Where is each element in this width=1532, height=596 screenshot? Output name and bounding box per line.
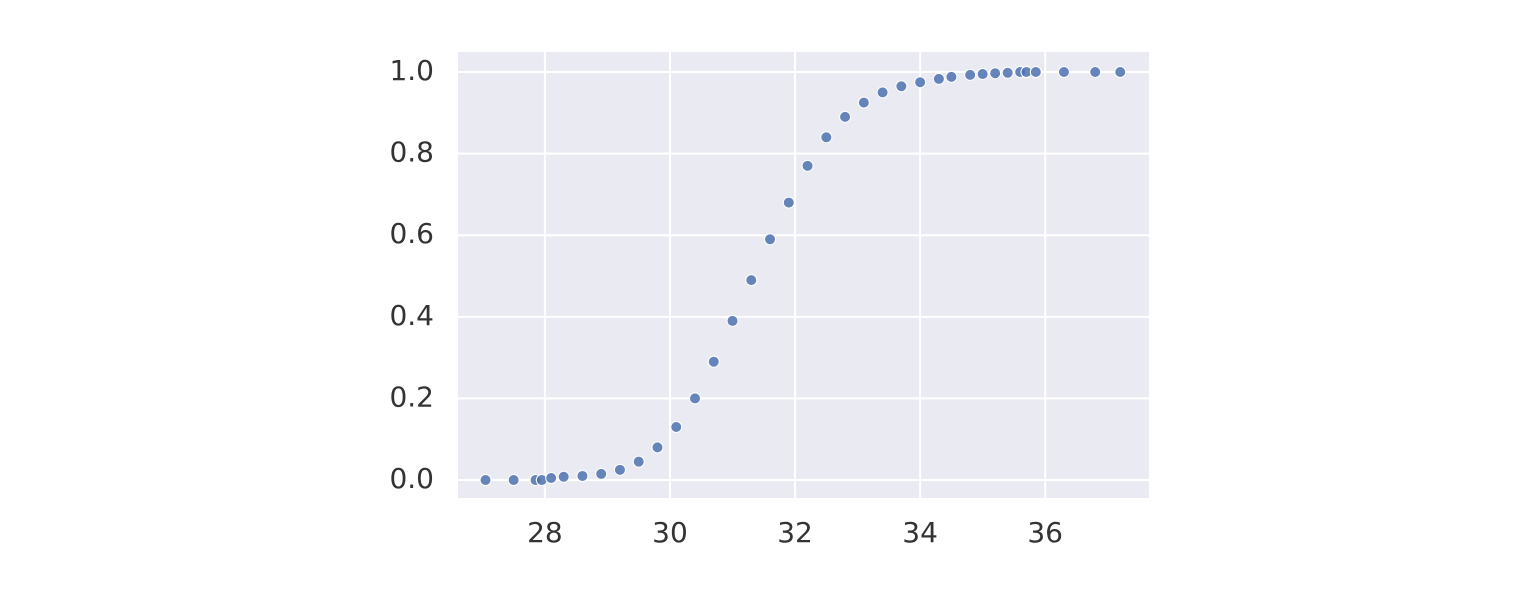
point (839, 110, 852, 123)
point (764, 233, 777, 246)
y-tick-label: 0.6 (389, 217, 434, 250)
point (1029, 65, 1042, 78)
y-tick-label: 0.2 (389, 380, 434, 413)
point (782, 196, 795, 209)
y-tick-label: 1.0 (389, 54, 434, 87)
point (689, 392, 702, 405)
point (726, 314, 739, 327)
y-tick-label: 0.8 (389, 136, 434, 169)
point (745, 274, 758, 287)
point (895, 80, 908, 93)
point (914, 76, 927, 89)
point (545, 472, 558, 485)
point (876, 86, 889, 99)
point (595, 467, 608, 480)
point (632, 455, 645, 468)
plot-background (458, 52, 1149, 498)
point (989, 67, 1002, 80)
point (479, 474, 492, 487)
y-tick-label: 0.4 (389, 299, 434, 332)
point (557, 470, 570, 483)
point (945, 70, 958, 83)
point (932, 72, 945, 85)
point (707, 355, 720, 368)
point (651, 441, 664, 454)
point (576, 469, 589, 482)
x-tick-label: 36 (1027, 516, 1063, 549)
point (507, 474, 520, 487)
y-tick-label: 0.0 (389, 462, 434, 495)
point (1114, 65, 1127, 78)
x-tick-label: 30 (652, 516, 688, 549)
point (976, 68, 989, 81)
point (1089, 65, 1102, 78)
point (613, 463, 626, 476)
point (1001, 66, 1014, 79)
x-tick-label: 28 (527, 516, 563, 549)
point (820, 131, 833, 144)
point (1057, 65, 1070, 78)
point (964, 68, 977, 81)
point (670, 420, 683, 433)
point (801, 159, 814, 172)
point (857, 96, 870, 109)
x-tick-label: 32 (777, 516, 813, 549)
x-tick-label: 34 (902, 516, 938, 549)
